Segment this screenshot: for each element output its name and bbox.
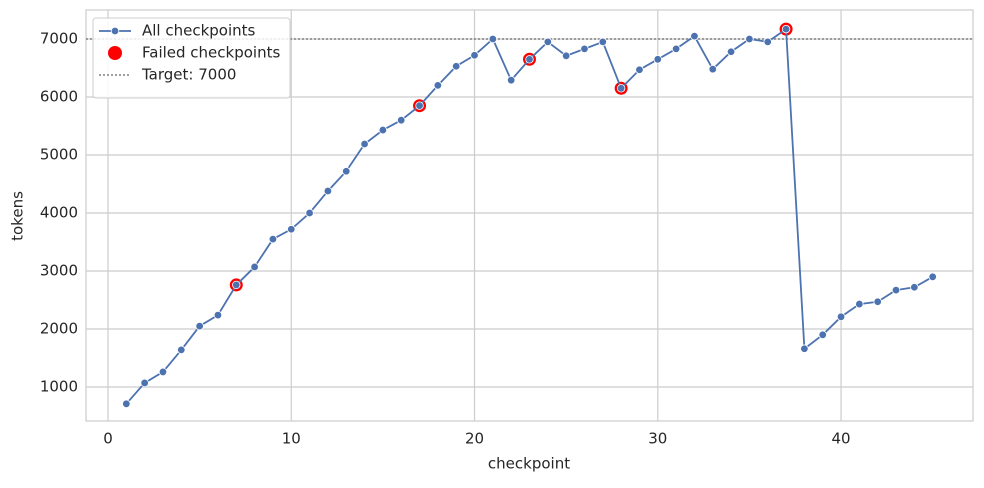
x-tick-label: 20 — [465, 430, 484, 448]
point — [342, 167, 351, 176]
legend-label: All checkpoints — [142, 22, 256, 40]
point — [451, 62, 461, 71]
point — [708, 64, 717, 74]
point — [415, 101, 424, 110]
legend-label: Target: 7000 — [141, 66, 236, 84]
point — [488, 34, 498, 44]
y-tick-label: 2000 — [40, 320, 78, 338]
point — [360, 139, 369, 149]
point — [506, 75, 516, 85]
point — [690, 31, 699, 41]
point — [268, 234, 278, 244]
y-tick-label: 6000 — [40, 88, 78, 106]
point — [287, 225, 296, 234]
point — [250, 262, 259, 272]
point — [855, 299, 864, 309]
y-tick-label: 5000 — [40, 146, 78, 164]
point — [910, 283, 919, 292]
point — [653, 55, 662, 64]
point — [470, 51, 479, 60]
point — [140, 378, 149, 388]
point — [745, 34, 754, 44]
point — [195, 321, 204, 331]
grid — [86, 10, 973, 421]
x-tick-label: 30 — [648, 430, 667, 448]
point — [726, 47, 736, 56]
point — [800, 344, 809, 353]
point — [781, 24, 791, 34]
point — [378, 125, 388, 135]
point — [891, 285, 901, 295]
point — [818, 330, 827, 340]
point — [928, 272, 937, 282]
point — [397, 116, 406, 125]
point — [561, 51, 571, 61]
y-tick-label: 7000 — [40, 30, 78, 48]
point — [580, 44, 589, 54]
y-tick-label: 1000 — [40, 378, 78, 396]
point — [836, 312, 846, 322]
point — [158, 367, 168, 377]
x-tick-label: 0 — [103, 430, 113, 448]
legend-label: Failed checkpoints — [142, 44, 280, 62]
y-tick-label: 4000 — [40, 204, 78, 222]
point — [232, 280, 241, 290]
point — [616, 84, 626, 93]
y-axis-label: tokens — [9, 191, 27, 241]
point — [763, 37, 772, 47]
point — [122, 399, 131, 409]
x-tick-label: 40 — [832, 430, 851, 448]
point — [525, 55, 534, 64]
point — [635, 65, 644, 74]
point — [873, 297, 882, 306]
point — [305, 208, 314, 218]
point — [671, 44, 681, 54]
legend-box — [92, 17, 291, 99]
x-tick-label: 10 — [282, 430, 301, 448]
point — [177, 345, 186, 355]
legend-marker — [110, 26, 120, 36]
y-tick-label: 3000 — [40, 262, 78, 280]
legend-marker — [108, 46, 122, 60]
point — [433, 81, 443, 90]
point — [598, 37, 608, 47]
x-axis-label: checkpoint — [488, 455, 570, 473]
point — [543, 37, 553, 47]
point — [323, 186, 333, 196]
point — [213, 310, 223, 320]
